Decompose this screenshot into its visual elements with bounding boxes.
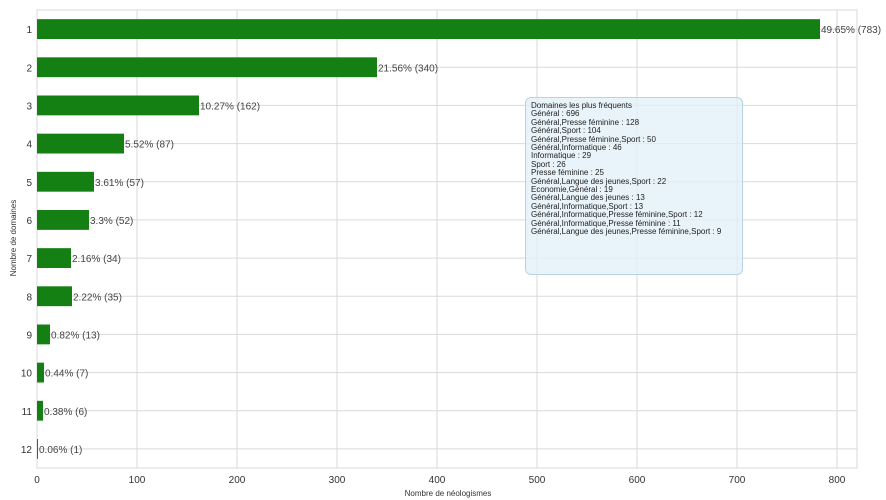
y-axis-label: Nombre de domaines bbox=[9, 200, 18, 276]
annotation-line: Général,Informatique,Presse féminine,Spo… bbox=[531, 210, 703, 220]
annotation-line: Général,Informatique,Sport : 13 bbox=[531, 201, 644, 211]
y-tick-label: 9 bbox=[26, 330, 32, 341]
bar-data-label: 3.3% (52) bbox=[90, 216, 133, 227]
y-tick-label: 12 bbox=[21, 445, 33, 456]
y-tick-label: 11 bbox=[22, 407, 33, 418]
bar-data-label: 5.52% (87) bbox=[125, 140, 174, 151]
y-tick-label: 4 bbox=[26, 140, 32, 151]
bar-data-label: 0.38% (6) bbox=[44, 407, 87, 418]
annotation-line: Informatique : 29 bbox=[531, 151, 592, 161]
x-tick-label: 300 bbox=[329, 475, 346, 486]
y-tick-label: 10 bbox=[21, 369, 33, 380]
bars bbox=[37, 19, 820, 459]
x-tick-label: 100 bbox=[129, 475, 146, 486]
x-tick-label: 700 bbox=[729, 475, 746, 486]
annotation-line: Général,Langue des jeunes : 13 bbox=[531, 193, 645, 203]
bar bbox=[37, 324, 50, 345]
annotation-line: Général,Presse féminine,Sport : 50 bbox=[531, 134, 656, 144]
annotation-line: Sport : 26 bbox=[531, 159, 566, 169]
x-tick-label: 0 bbox=[34, 475, 40, 486]
bar bbox=[37, 171, 94, 192]
annotation-line: Général,Presse féminine : 128 bbox=[531, 117, 640, 127]
x-tick-label: 800 bbox=[829, 475, 846, 486]
bar-data-label: 10.27% (162) bbox=[200, 101, 260, 112]
y-tick-label: 6 bbox=[26, 216, 32, 227]
bar bbox=[37, 133, 124, 154]
y-tick-label: 1 bbox=[26, 25, 32, 36]
annotation-title: Domaines les plus fréquents bbox=[531, 101, 632, 110]
bar-data-label: 0.82% (13) bbox=[51, 330, 100, 341]
bar-data-label: 49.65% (783) bbox=[821, 25, 881, 36]
annotation-line: Presse féminine : 25 bbox=[531, 168, 604, 178]
annotation-line: Général,Sport : 104 bbox=[531, 126, 601, 136]
bar bbox=[37, 95, 199, 116]
annotation-box: Domaines les plus fréquents Général : 69… bbox=[525, 97, 743, 275]
y-tick-label: 5 bbox=[26, 178, 32, 189]
y-tick-label: 2 bbox=[26, 63, 32, 74]
annotation-line: Général,Langue des jeunes,Sport : 22 bbox=[531, 176, 667, 186]
x-tick-label: 400 bbox=[429, 475, 446, 486]
bar-data-label: 2.22% (35) bbox=[73, 292, 122, 303]
bar bbox=[37, 286, 72, 307]
bar bbox=[37, 362, 44, 383]
annotation-lines: Général : 696 Général,Presse féminine : 1… bbox=[531, 109, 737, 237]
bar bbox=[37, 57, 377, 78]
x-axis-label: Nombre de néologismes bbox=[405, 489, 492, 498]
y-tick-label: 8 bbox=[26, 292, 32, 303]
x-tick-label: 500 bbox=[529, 475, 546, 486]
bar-data-label: 3.61% (57) bbox=[95, 178, 144, 189]
bar bbox=[37, 438, 38, 459]
bar bbox=[37, 400, 43, 421]
bar-data-label: 2.16% (34) bbox=[72, 254, 121, 265]
bar-data-label: 0.06% (1) bbox=[39, 445, 82, 456]
annotation-line: Général : 696 bbox=[531, 109, 580, 119]
annotation-line: Général,Langue des jeunes,Presse féminin… bbox=[531, 227, 722, 237]
bar bbox=[37, 19, 820, 40]
x-tick-label: 200 bbox=[229, 475, 246, 486]
annotation-line: Economie,Général : 19 bbox=[531, 185, 613, 195]
data-labels: 49.65% (783) 21.56% (340) 10.27% (162) 5.52… bbox=[39, 25, 881, 456]
x-tick-label: 600 bbox=[629, 475, 646, 486]
bar-data-label: 0.44% (7) bbox=[45, 369, 88, 380]
bar bbox=[37, 209, 89, 230]
y-tick-label: 3 bbox=[26, 101, 32, 112]
annotation-line: Général,Informatique,Presse féminine : 1… bbox=[531, 218, 681, 228]
annotation-line: Général,Informatique : 46 bbox=[531, 143, 622, 153]
x-tick-labels: 0 100 200 300 400 500 600 700 800 bbox=[34, 475, 846, 486]
bar-data-label: 21.56% (340) bbox=[378, 63, 438, 74]
bar bbox=[37, 248, 71, 269]
y-tick-label: 7 bbox=[26, 254, 32, 265]
